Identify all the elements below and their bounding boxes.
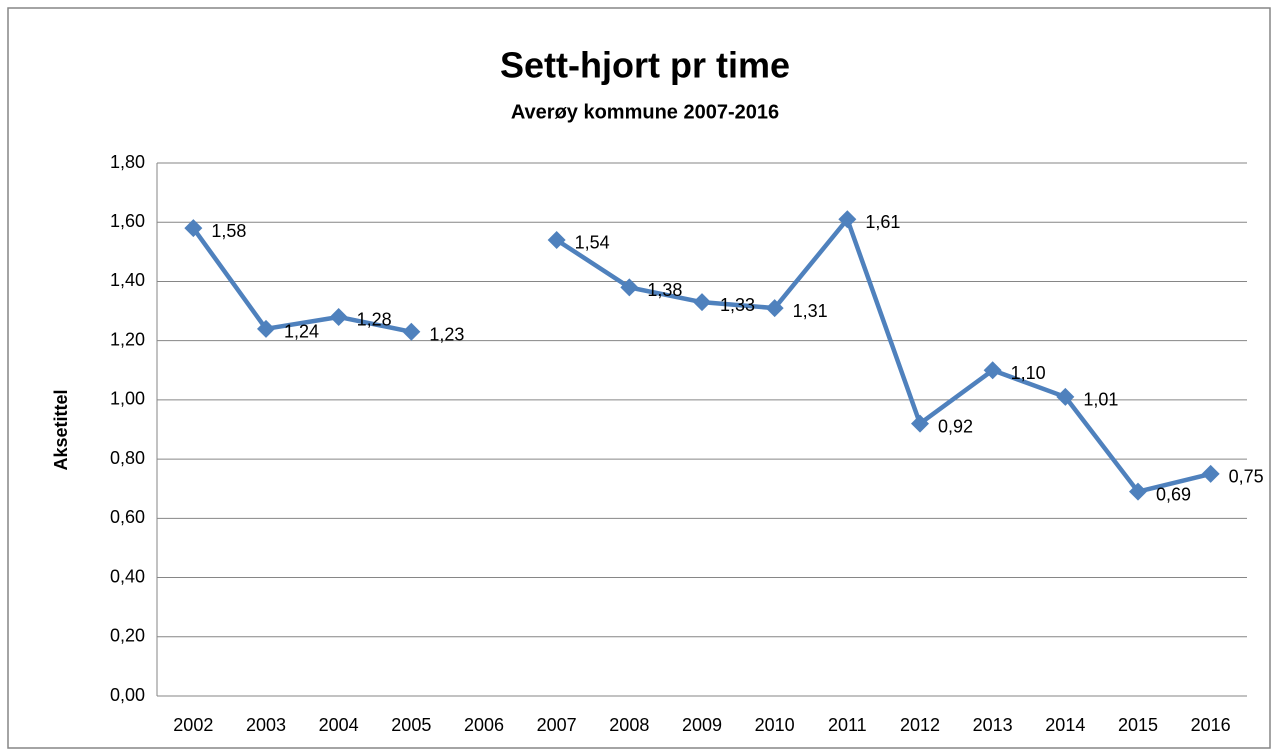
x-tick-label: 2005 [391,715,431,735]
x-tick-label: 2013 [973,715,1013,735]
x-tick-label: 2008 [609,715,649,735]
marker [184,219,203,238]
marker [765,299,784,318]
y-tick-label: 1,60 [110,211,145,231]
chart-title: Sett-hjort pr time [500,45,790,86]
x-tick-label: 2016 [1191,715,1231,735]
x-tick-label: 2003 [246,715,286,735]
y-tick-label: 1,00 [110,389,145,409]
marker [547,230,566,249]
y-tick-label: 0,80 [110,448,145,468]
x-tick-label: 2007 [537,715,577,735]
marker [838,210,857,229]
y-tick-label: 0,00 [110,685,145,705]
marker [620,278,639,297]
marker [1056,387,1075,406]
marker [257,319,275,338]
data-label: 1,54 [575,233,610,253]
marker [329,307,348,326]
data-label: 1,33 [720,295,755,315]
x-tick-label: 2009 [682,715,722,735]
marker [983,361,1002,380]
data-label: 1,10 [1011,363,1046,383]
data-label: 0,75 [1229,467,1264,487]
data-label: 1,61 [865,212,900,232]
x-tick-label: 2006 [464,715,504,735]
x-tick-label: 2012 [900,715,940,735]
marker [402,322,421,341]
marker [1129,482,1147,501]
data-label: 0,92 [938,416,973,436]
x-tick-label: 2002 [173,715,213,735]
chart-border [7,7,1271,749]
x-tick-label: 2014 [1045,715,1085,735]
marker [911,414,929,433]
y-tick-label: 1,40 [110,270,145,290]
data-label: 1,58 [211,221,246,241]
line [191,217,1212,494]
y-axis-title: Aksetittel [51,389,71,470]
x-tick-label: 2011 [828,715,867,735]
data-label: 1,01 [1083,390,1118,410]
data-label: 1,28 [357,310,392,330]
data-label: 1,23 [429,325,464,345]
marker [693,293,711,312]
y-tick-label: 0,40 [110,566,145,586]
data-label: 1,24 [284,322,319,342]
data-label: 1,38 [647,280,682,300]
x-tick-label: 2010 [755,715,795,735]
marker [1201,464,1220,483]
data-label: 0,69 [1156,484,1191,504]
x-tick-label: 2004 [319,715,359,735]
y-tick-label: 1,20 [110,329,145,349]
y-tick-label: 0,20 [110,626,145,646]
y-tick-label: 0,60 [110,507,145,527]
x-tick-label: 2015 [1118,715,1158,735]
y-tick-label: 1,80 [110,152,145,172]
data-label: 1,31 [793,301,828,321]
chart-subtitle: Averøy kommune 2007-2016 [511,101,779,123]
